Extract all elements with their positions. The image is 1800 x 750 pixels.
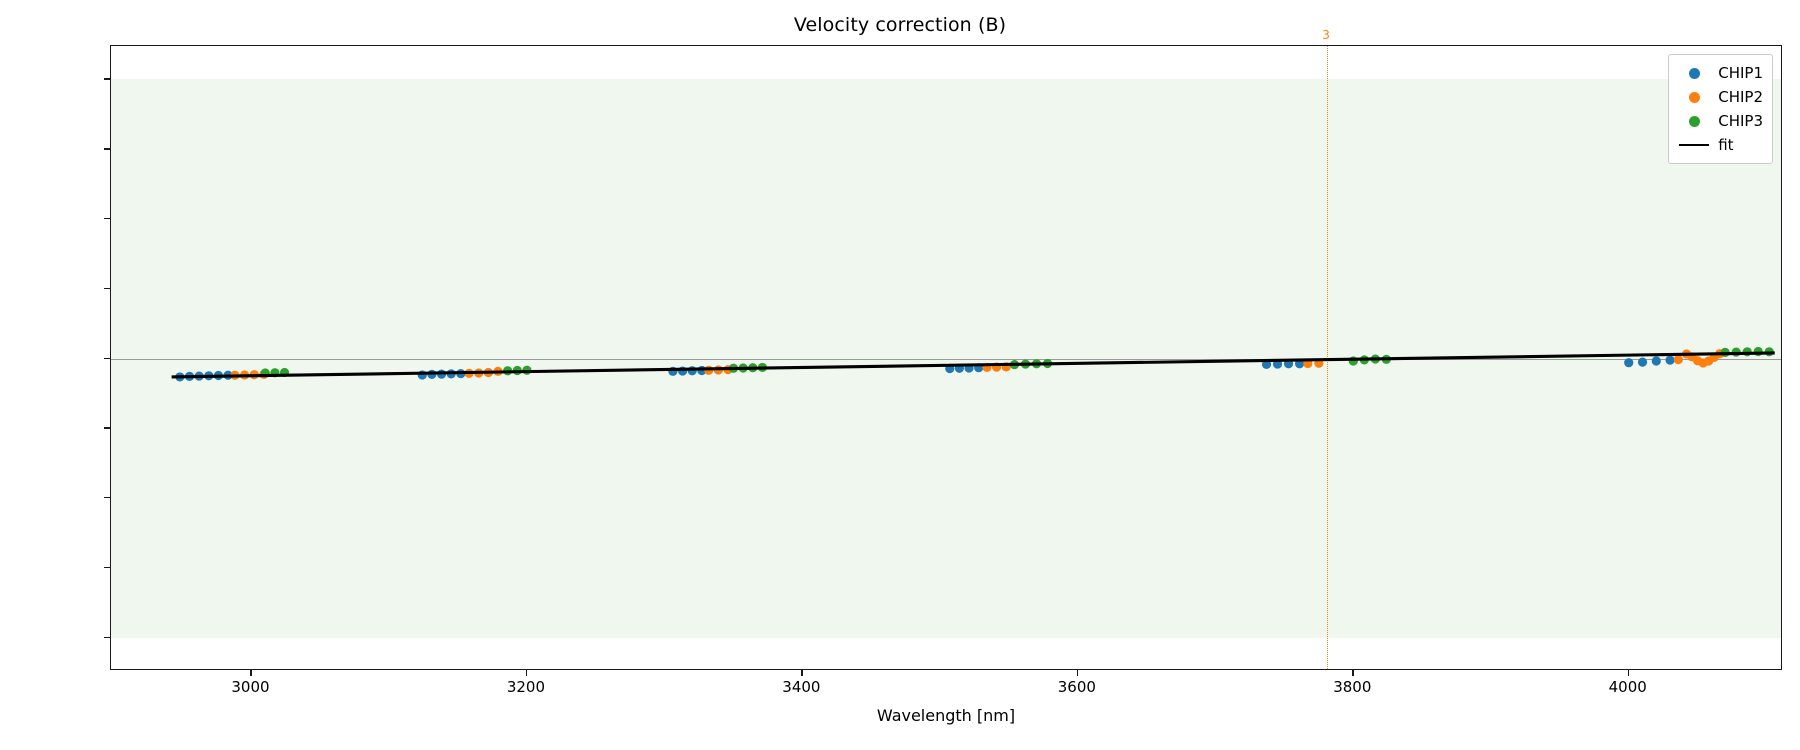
legend-label: CHIP1 bbox=[1718, 64, 1763, 82]
annotation-vline-3 bbox=[1327, 46, 1329, 669]
x-tick-label: 4000 bbox=[1608, 678, 1647, 696]
zero-reference-line bbox=[111, 358, 1781, 360]
plot-axes[interactable]: CHIP1 CHIP2 CHIP3 fit bbox=[110, 45, 1782, 670]
page-title: Velocity correction (B) bbox=[793, 14, 1007, 36]
annotation-vline-label: 3 bbox=[1322, 28, 1330, 42]
x-tick-mark bbox=[801, 670, 803, 676]
y-tick-mark bbox=[104, 148, 110, 150]
legend[interactable]: CHIP1 CHIP2 CHIP3 fit bbox=[1668, 54, 1773, 164]
y-tick-marks bbox=[104, 45, 1782, 670]
y-tick-mark bbox=[104, 427, 110, 429]
y-tick-mark bbox=[104, 217, 110, 220]
legend-line-icon bbox=[1679, 143, 1710, 147]
fit-line bbox=[171, 351, 1775, 379]
legend-item-chip2[interactable]: CHIP2 bbox=[1677, 85, 1763, 109]
legend-dot-icon bbox=[1688, 67, 1700, 79]
x-tick-mark bbox=[1352, 670, 1354, 676]
x-tick-labels: 3000 3200 3400 3600 3800 4000 bbox=[110, 670, 1782, 704]
legend-dot-icon bbox=[1688, 91, 1700, 103]
y-tick-mark bbox=[104, 566, 110, 569]
legend-item-chip1[interactable]: CHIP1 bbox=[1677, 61, 1763, 85]
legend-dot-icon bbox=[1688, 115, 1700, 127]
legend-label: CHIP2 bbox=[1718, 88, 1763, 106]
y-tick-mark bbox=[104, 636, 110, 638]
x-tick-label: 3000 bbox=[231, 678, 270, 696]
legend-item-fit[interactable]: fit bbox=[1677, 133, 1763, 157]
legend-item-chip3[interactable]: CHIP3 bbox=[1677, 109, 1763, 133]
x-tick-mark bbox=[250, 670, 252, 676]
data-point bbox=[1624, 358, 1634, 368]
x-tick-label: 3800 bbox=[1333, 678, 1372, 696]
x-tick-mark bbox=[1627, 670, 1630, 676]
x-tick-mark bbox=[525, 670, 528, 676]
data-point bbox=[1665, 355, 1675, 365]
data-point bbox=[1673, 355, 1683, 365]
y-tick-mark bbox=[104, 357, 110, 359]
y-tick-mark bbox=[104, 497, 110, 499]
data-layer bbox=[171, 346, 1775, 382]
legend-label: fit bbox=[1718, 136, 1734, 154]
y-tick-mark bbox=[104, 287, 110, 290]
x-tick-mark bbox=[1076, 670, 1079, 676]
legend-label: CHIP3 bbox=[1718, 112, 1763, 130]
data-point bbox=[1637, 357, 1648, 367]
x-axis-label: Wavelength [nm] bbox=[876, 706, 1016, 725]
y-tick-mark bbox=[104, 78, 110, 80]
x-tick-label: 3400 bbox=[782, 678, 821, 696]
x-tick-label: 3200 bbox=[506, 678, 546, 696]
x-tick-label: 3600 bbox=[1057, 678, 1096, 696]
y-tick-labels: 1007550250−25−50−75−100 bbox=[110, 45, 1782, 670]
data-point bbox=[1651, 356, 1661, 366]
